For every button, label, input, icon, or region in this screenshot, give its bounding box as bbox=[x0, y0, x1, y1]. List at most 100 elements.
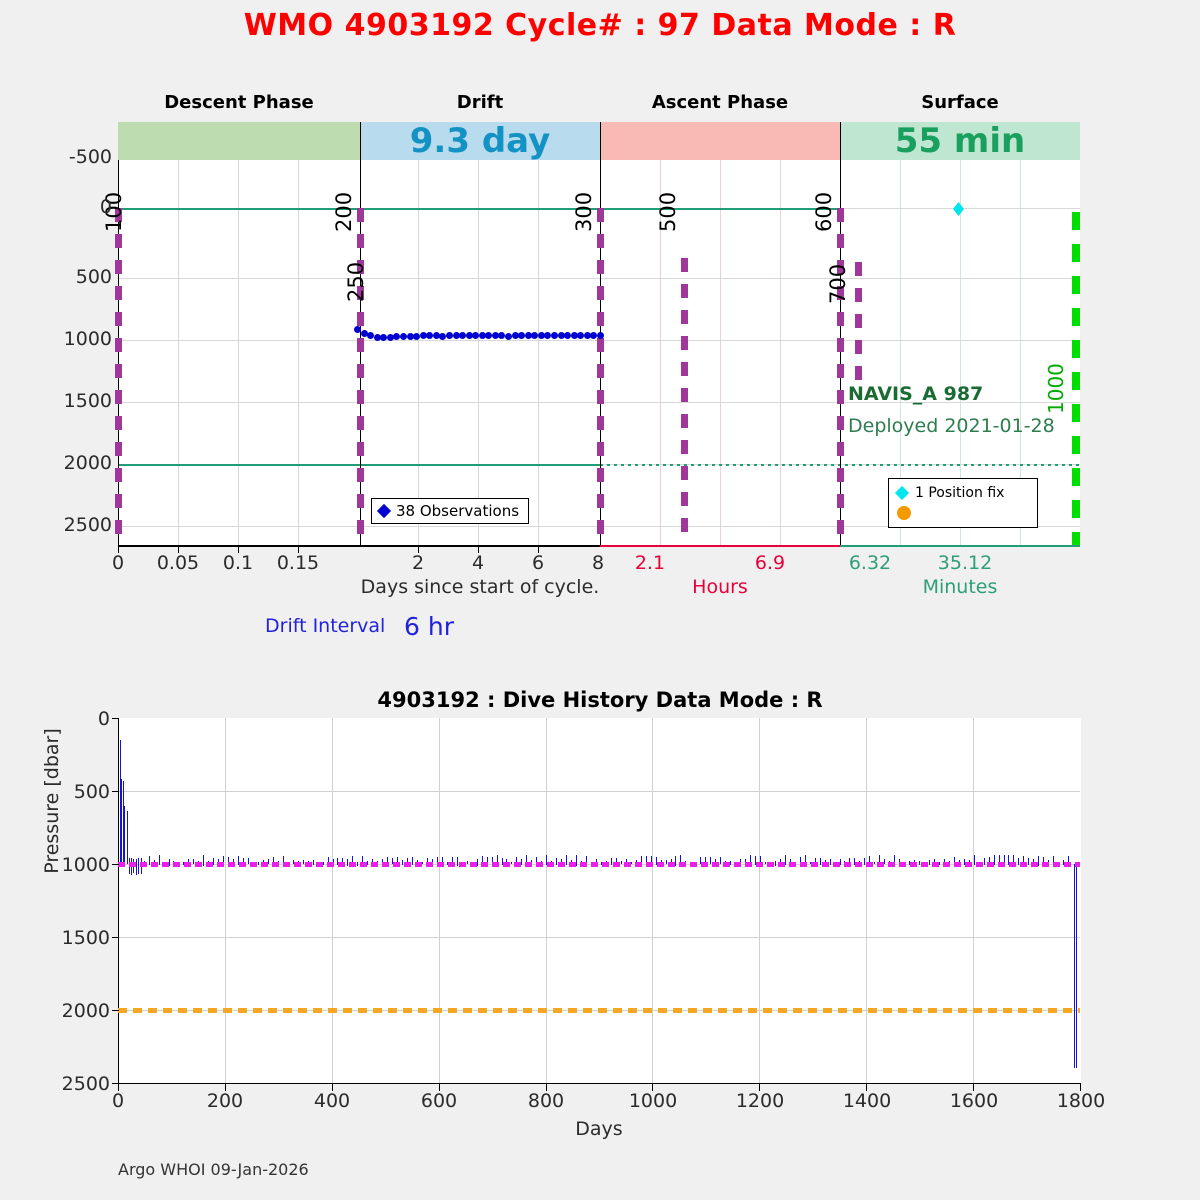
gridline-v bbox=[900, 160, 901, 545]
drift-observation-point bbox=[393, 333, 401, 341]
observations-legend[interactable]: 38 Observations bbox=[371, 498, 530, 524]
depth-marker-line-250 bbox=[357, 208, 364, 540]
x-tick-label: 1600 bbox=[949, 1090, 999, 1112]
drift-observation-point bbox=[531, 332, 539, 340]
x-tick-label-days: 2 bbox=[411, 552, 425, 574]
drift-observation-point bbox=[557, 332, 565, 340]
dive-profile-spike bbox=[610, 858, 612, 866]
dive-profile-spike bbox=[382, 858, 384, 865]
x-tick bbox=[238, 546, 239, 553]
position-fix-legend[interactable]: 1 Position fix bbox=[888, 478, 1038, 528]
dive-profile-spike bbox=[282, 856, 284, 865]
dive-profile-spike bbox=[640, 856, 642, 866]
dive-profile-spike bbox=[238, 856, 240, 866]
x-tick-label: 1200 bbox=[735, 1090, 785, 1112]
phase-band-ascent bbox=[600, 122, 840, 160]
gridline-v bbox=[298, 160, 299, 545]
dive-profile-spike bbox=[750, 854, 752, 865]
dive-profile-spike bbox=[243, 857, 245, 865]
dive-profile-spike bbox=[854, 857, 856, 865]
depth-marker-line-600 bbox=[837, 208, 844, 540]
dive-profile-spike bbox=[436, 857, 438, 866]
dive-profile-spike bbox=[655, 856, 657, 866]
dive-profile-spike bbox=[536, 856, 538, 865]
float-model-label: NAVIS_A 987 bbox=[848, 383, 984, 405]
drift-observation-point bbox=[551, 332, 559, 340]
dive-profile-spike bbox=[203, 854, 205, 866]
x-tick bbox=[178, 546, 179, 553]
y-tick-label: 1500 bbox=[61, 927, 110, 949]
drift-observation-point bbox=[459, 332, 467, 340]
dive-profile-spike bbox=[556, 857, 558, 866]
y-tick bbox=[112, 937, 119, 938]
x-tick-label: 1400 bbox=[842, 1090, 892, 1112]
dive-profile-spike bbox=[586, 855, 587, 866]
dive-history-title: 4903192 : Dive History Data Mode : R bbox=[377, 688, 823, 712]
y-axis-label: Pressure [dbar] bbox=[41, 728, 63, 874]
x-axis-caption-minutes: Minutes bbox=[922, 576, 998, 598]
depth-marker-line-1000 bbox=[1072, 212, 1080, 546]
drift-observation-point bbox=[413, 332, 421, 340]
y-tick-label: 500 bbox=[75, 266, 112, 288]
x-tick bbox=[225, 1084, 226, 1091]
dive-profile-spike bbox=[496, 855, 498, 866]
phase-band-drift: 9.3 day bbox=[360, 122, 600, 160]
dive-profile-spike bbox=[122, 780, 124, 864]
phase-title-drift: Drift bbox=[456, 92, 504, 113]
dive-profile-spike bbox=[501, 858, 503, 866]
y-tick bbox=[112, 1083, 119, 1084]
dive-profile-spike bbox=[392, 857, 394, 865]
drift-observation-point bbox=[597, 332, 604, 340]
x-tick bbox=[973, 1084, 974, 1091]
x-axis-label: Days bbox=[575, 1118, 623, 1140]
dive-profile-spike bbox=[451, 857, 453, 865]
dive-profile-spike bbox=[650, 855, 652, 866]
x-tick-label-days: 4 bbox=[471, 552, 485, 574]
dive-profile-spike bbox=[998, 854, 1000, 866]
gridline-v bbox=[225, 718, 226, 1083]
dive-profile-spike bbox=[228, 857, 230, 865]
phase-band-descent bbox=[118, 122, 360, 160]
phase-band-surface: 55 min bbox=[840, 122, 1080, 160]
gridline-v bbox=[332, 718, 333, 1083]
y-tick-label: 1000 bbox=[63, 328, 112, 350]
surface-duration-label: 55 min bbox=[894, 121, 1026, 161]
drift-observation-point bbox=[518, 332, 526, 340]
gridline-v bbox=[660, 160, 661, 545]
drift-observation-point bbox=[505, 332, 513, 340]
drift-observation-point bbox=[537, 332, 545, 340]
x-axis-caption-days: Days since start of cycle. bbox=[360, 576, 600, 598]
gridline-v bbox=[178, 160, 179, 545]
drift-observation-point bbox=[419, 332, 427, 340]
drift-observation-point bbox=[498, 332, 506, 340]
gridline-v bbox=[238, 160, 239, 545]
dive-profile-spike bbox=[352, 856, 354, 865]
gridline-v bbox=[720, 160, 721, 545]
drift-observations bbox=[354, 325, 604, 342]
dive-profile-spike bbox=[1003, 855, 1005, 865]
dive-profile-spike bbox=[1048, 859, 1050, 865]
drift-observation-point bbox=[406, 332, 414, 340]
position-fix-marker bbox=[953, 202, 964, 216]
dive-profile-spike bbox=[675, 856, 677, 866]
position-fix-legend-label: 1 Position fix bbox=[915, 485, 1005, 501]
dive-profile-spike bbox=[126, 811, 128, 864]
dive-profile-spike bbox=[337, 858, 339, 865]
dive-profile-spike bbox=[481, 855, 483, 865]
dive-profile-spike bbox=[705, 856, 707, 865]
phase-title-ascent: Ascent Phase bbox=[651, 92, 789, 113]
y-tick bbox=[112, 864, 119, 865]
page-title: WMO 4903192 Cycle# : 97 Data Mode : R bbox=[243, 8, 957, 43]
x-tick-label-days: 8 bbox=[591, 552, 605, 574]
dive-profile-spike bbox=[1008, 855, 1010, 865]
y-tick-label: 2000 bbox=[61, 1000, 110, 1022]
dive-profile-spike bbox=[784, 854, 786, 865]
drift-interval-label: Drift Interval bbox=[265, 615, 386, 637]
dive-profile-spike bbox=[745, 858, 747, 865]
x-tick-label: 400 bbox=[313, 1090, 351, 1112]
dive-profile-spike bbox=[1018, 858, 1020, 865]
dive-profile-spike bbox=[710, 857, 712, 865]
drift-observation-point bbox=[485, 331, 493, 339]
dive-profile-spike bbox=[988, 856, 990, 865]
dive-profile-spike bbox=[262, 859, 264, 865]
